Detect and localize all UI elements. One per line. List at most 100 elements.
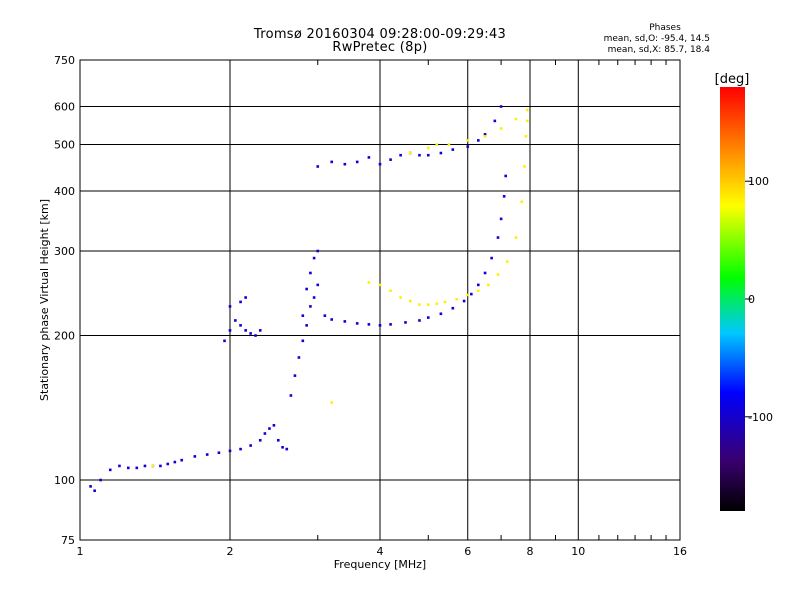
echo-point-x [443, 300, 447, 304]
echo-point-o [462, 299, 466, 303]
echo-point-o [499, 105, 503, 108]
echo-point-x [487, 283, 490, 287]
echo-point-x [389, 289, 392, 292]
echo-point-x [514, 117, 518, 121]
axis-ticks: 1 2 4 6 8 10 16 75 100 200 300 400 500 600 750 [54, 54, 687, 558]
colorbar-tick-label: 100 [748, 175, 769, 188]
echo-point-o [93, 489, 96, 493]
echo-point-o [312, 256, 316, 260]
echo-point-x [525, 108, 529, 112]
echo-point-o [276, 438, 280, 442]
echo-point-o [180, 458, 184, 462]
y-tick-label: 600 [54, 101, 75, 114]
echo-point-o [316, 283, 320, 287]
echo-point-o [297, 356, 301, 359]
y-tick-label: 300 [54, 245, 75, 258]
echo-point-o [234, 319, 237, 322]
echo-point-o [378, 162, 382, 166]
echo-point-o [493, 119, 497, 123]
echo-point-o [268, 427, 271, 430]
echo-point-x [447, 143, 451, 146]
echo-point-o [483, 133, 487, 136]
echo-point-o [135, 466, 139, 470]
echo-point-x [499, 127, 503, 130]
echo-point-x [399, 296, 402, 299]
echo-point-o [496, 236, 500, 239]
echo-point-x [435, 302, 439, 305]
x-axis-label: Frequency [MHz] [334, 558, 426, 571]
echo-point-o [502, 195, 506, 198]
echo-point-o [173, 460, 177, 464]
echo-point-o [466, 145, 470, 148]
echo-point-o [355, 322, 359, 325]
y-tick-label: 400 [54, 185, 75, 198]
echo-point-o [244, 296, 247, 299]
echo-point-x [408, 151, 412, 155]
echo-point-x [525, 119, 529, 123]
y-tick-label: 750 [54, 54, 75, 67]
echo-point-o [254, 334, 257, 337]
colorbar-tick-label: -100 [748, 411, 773, 424]
echo-point-o [367, 156, 371, 159]
echo-point-o [316, 249, 320, 253]
chart-subtitle: RwPretec (8p) [332, 40, 428, 55]
echo-point-o [378, 324, 382, 327]
phases-x-stats: mean, sd,X: 85.7, 18.4 [607, 45, 710, 55]
y-tick-label: 100 [54, 474, 75, 487]
echo-point-o [205, 453, 209, 456]
echo-point-o [143, 464, 147, 468]
echo-point-o [293, 374, 297, 377]
echo-point-o [301, 314, 305, 317]
echo-point-x [367, 281, 371, 284]
echo-point-o [451, 306, 455, 310]
echo-point-o [193, 455, 197, 458]
echo-point-o [272, 424, 276, 427]
echo-point-o [244, 329, 247, 332]
echo-point-x [408, 299, 412, 303]
echo-point-o [217, 451, 221, 455]
y-tick-label: 200 [54, 330, 75, 343]
echo-point-o [228, 305, 232, 308]
x-tick-label: 16 [673, 545, 687, 558]
echo-point-o [483, 271, 487, 275]
echo-point-o [330, 318, 334, 321]
echo-point-o [228, 329, 232, 332]
echo-point-o [228, 449, 232, 453]
echo-point-o [367, 323, 371, 326]
echo-point-o [389, 158, 392, 161]
echo-point-x [435, 143, 439, 146]
echo-point-o [439, 151, 443, 155]
y-tick-label: 75 [61, 534, 75, 547]
echo-point-o [316, 165, 320, 168]
echo-point-o [239, 324, 242, 327]
plot-frame [79, 59, 681, 541]
x-tick-label: 1 [77, 545, 84, 558]
y-axis-label: Stationary phase Virtual Height [km] [38, 199, 51, 401]
echo-point-o [239, 447, 242, 451]
echo-point-o [239, 300, 242, 304]
echo-point-o [499, 217, 503, 221]
echo-point-x [151, 464, 155, 468]
echo-point-x [426, 303, 430, 306]
colorbar-label: [deg] [715, 72, 750, 87]
echo-point-x [505, 260, 509, 264]
echo-point-o [418, 153, 421, 157]
echo-point-o [504, 174, 507, 178]
colorbar-ticks: 100 0 -100 [745, 175, 773, 424]
data-points [89, 105, 529, 493]
echo-point-x [466, 139, 470, 142]
echo-point-o [404, 321, 407, 324]
chart-title: Tromsø 20160304 09:28:00-09:29:43 [253, 27, 507, 42]
echo-point-o [289, 394, 293, 397]
echo-point-x [330, 401, 334, 404]
echo-point-o [389, 323, 392, 326]
echo-point-x [418, 303, 421, 306]
echo-point-o [418, 319, 421, 322]
echo-point-o [451, 148, 455, 151]
echo-point-o [490, 256, 493, 260]
x-tick-label: 2 [227, 545, 234, 558]
echo-point-o [249, 332, 252, 335]
x-tick-label: 6 [464, 545, 471, 558]
colorbar-tick-label: 0 [748, 293, 755, 306]
